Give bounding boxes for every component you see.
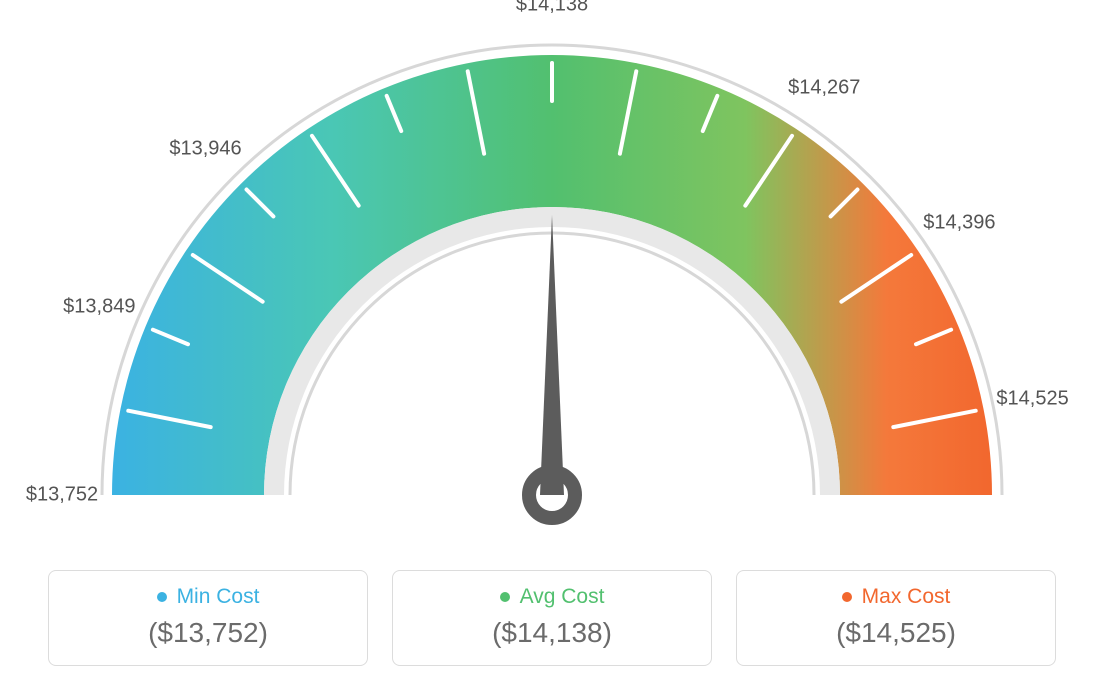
gauge-chart-container: Min Cost ($13,752) Avg Cost ($14,138) Ma… — [0, 0, 1104, 690]
dot-icon-avg — [500, 592, 510, 602]
gauge-scale-label: $14,525 — [996, 388, 1068, 411]
card-max: Max Cost ($14,525) — [736, 570, 1056, 666]
gauge-scale-label: $13,849 — [63, 296, 135, 319]
card-max-label: Max Cost — [862, 585, 951, 609]
card-avg-title: Avg Cost — [500, 585, 605, 609]
card-avg-value: ($14,138) — [403, 617, 701, 649]
gauge-scale-label: $13,752 — [26, 484, 98, 507]
card-max-title: Max Cost — [842, 585, 951, 609]
card-avg: Avg Cost ($14,138) — [392, 570, 712, 666]
dot-icon-max — [842, 592, 852, 602]
gauge-scale-label: $14,396 — [923, 211, 995, 234]
card-min-value: ($13,752) — [59, 617, 357, 649]
gauge-scale-label: $13,946 — [169, 137, 241, 160]
card-min: Min Cost ($13,752) — [48, 570, 368, 666]
card-min-title: Min Cost — [157, 585, 260, 609]
legend-cards: Min Cost ($13,752) Avg Cost ($14,138) Ma… — [48, 570, 1056, 666]
dot-icon-min — [157, 592, 167, 602]
gauge-scale-label: $14,138 — [516, 0, 588, 17]
card-max-value: ($14,525) — [747, 617, 1045, 649]
gauge-scale-label: $14,267 — [788, 76, 860, 99]
card-min-label: Min Cost — [177, 585, 260, 609]
card-avg-label: Avg Cost — [520, 585, 605, 609]
